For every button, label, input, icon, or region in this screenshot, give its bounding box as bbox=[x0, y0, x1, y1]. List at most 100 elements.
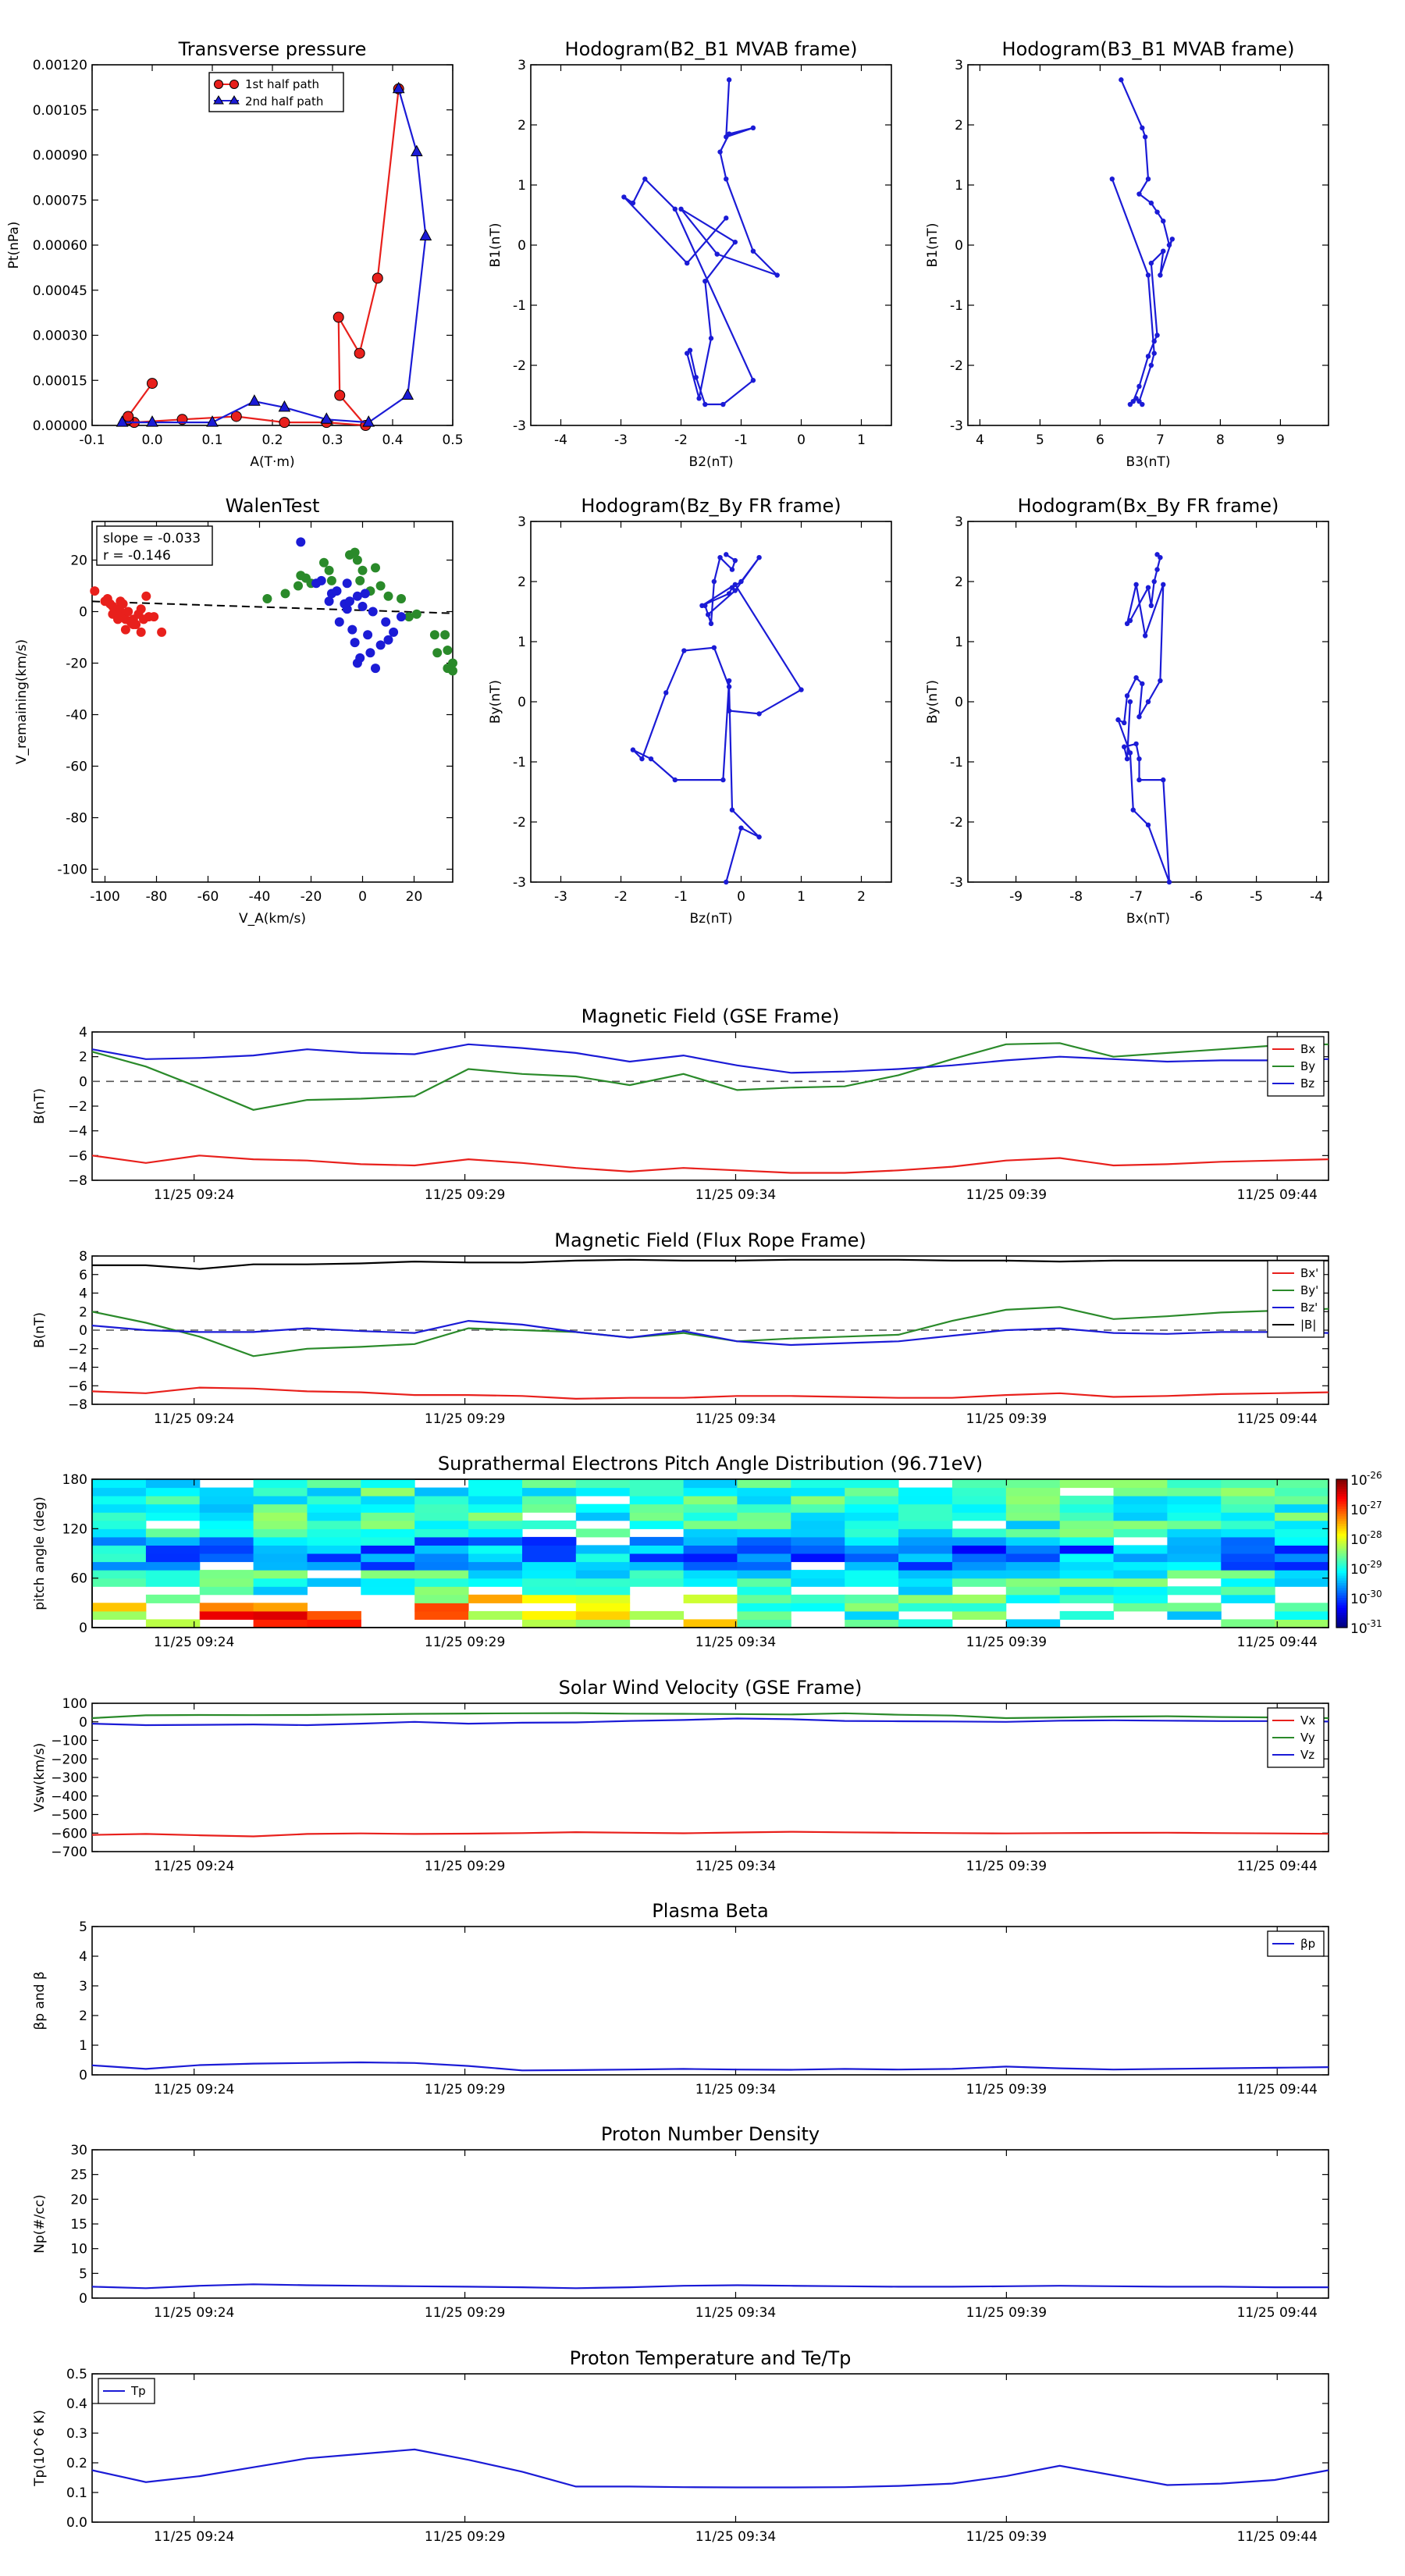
heatmap-cell bbox=[253, 1528, 308, 1538]
heatmap-cell bbox=[898, 1594, 953, 1603]
heatmap-cell bbox=[1275, 1570, 1329, 1579]
heatmap-cell bbox=[951, 1553, 1007, 1563]
annotation-r: r = -0.146 bbox=[103, 548, 171, 564]
scatter-point-green bbox=[280, 589, 290, 599]
y-tick-label: 0.00030 bbox=[33, 329, 87, 344]
heatmap-cell bbox=[92, 1520, 147, 1529]
y-axis-label: Vsw(km/s) bbox=[32, 1743, 48, 1813]
scatter-point-blue bbox=[357, 601, 368, 611]
heatmap-cell bbox=[414, 1594, 469, 1603]
scatter-point-blue bbox=[383, 635, 393, 645]
time-tick-label: 11/25 09:44 bbox=[1237, 2305, 1318, 2321]
scatter-point-green bbox=[262, 594, 272, 603]
y-tick-label: -2 bbox=[950, 815, 963, 831]
heatmap-cell bbox=[1275, 1479, 1329, 1489]
legend-label: |B| bbox=[1300, 1318, 1316, 1332]
y-tick-label: 2 bbox=[955, 575, 963, 590]
scatter-point-red bbox=[149, 612, 159, 622]
heatmap-cell bbox=[791, 1578, 845, 1587]
heatmap-cell bbox=[951, 1610, 1007, 1620]
y-tick-label: 2 bbox=[79, 1304, 87, 1320]
legend-label: Bz' bbox=[1300, 1300, 1318, 1315]
colorbar-tick-exponent: -31 bbox=[1367, 1618, 1382, 1629]
scatter-point-green bbox=[443, 646, 453, 655]
hodogram-point bbox=[714, 251, 720, 257]
annotation-box bbox=[96, 525, 213, 566]
heatmap-cell bbox=[1113, 1512, 1168, 1521]
heatmap-cell bbox=[951, 1487, 1007, 1496]
hodogram-line bbox=[1116, 553, 1171, 883]
hodogram-point bbox=[1148, 603, 1154, 608]
hodogram-point bbox=[750, 378, 756, 383]
y-tick-label: 0 bbox=[518, 695, 526, 710]
colorbar-step bbox=[1336, 1506, 1347, 1510]
y-tick-label: -3 bbox=[950, 875, 963, 891]
time-tick-label: 11/25 09:24 bbox=[154, 1635, 234, 1650]
heatmap-cell bbox=[199, 1586, 254, 1596]
heatmap-cell bbox=[253, 1503, 308, 1513]
scatter-point-green bbox=[352, 555, 362, 565]
hodogram-point bbox=[1140, 125, 1145, 131]
hodogram-point bbox=[726, 708, 732, 713]
heatmap-cell bbox=[737, 1512, 791, 1521]
hodogram-point bbox=[750, 248, 756, 254]
colorbar-step bbox=[1336, 1553, 1347, 1557]
heatmap-cell bbox=[145, 1487, 201, 1496]
heatmap-cell bbox=[145, 1570, 201, 1579]
hodogram-point bbox=[630, 747, 636, 753]
y-tick-label: −2 bbox=[68, 1099, 87, 1115]
colorbar-step bbox=[1336, 1518, 1347, 1522]
x-tick-label: -1 bbox=[674, 889, 688, 905]
panel-vsw: Solar Wind Velocity (GSE Frame) −700 −600 −… bbox=[32, 1677, 1329, 1874]
scatter-point-green bbox=[293, 581, 303, 591]
y-tick-label: 0 bbox=[518, 238, 526, 254]
y-axis-label: βp and β bbox=[32, 1971, 48, 2030]
panel-title: Solar Wind Velocity (GSE Frame) bbox=[559, 1677, 863, 1699]
heatmap-cell bbox=[468, 1503, 523, 1513]
heatmap-cell bbox=[898, 1520, 953, 1529]
heatmap-cell bbox=[575, 1603, 631, 1612]
heatmap-cell bbox=[199, 1503, 254, 1513]
heatmap-cell bbox=[1059, 1594, 1115, 1603]
heatmap-cell bbox=[898, 1545, 953, 1554]
hodogram-point bbox=[1145, 176, 1151, 182]
x-tick-label: -2 bbox=[614, 889, 628, 905]
scatter-point-blue bbox=[345, 596, 354, 607]
hodogram-point bbox=[726, 684, 732, 689]
colorbar-step bbox=[1336, 1600, 1347, 1603]
series-line-Bx' bbox=[91, 1386, 1329, 1400]
heatmap-cell bbox=[414, 1487, 469, 1496]
x-tick-label: 8 bbox=[1216, 432, 1225, 448]
hodogram-point bbox=[726, 77, 732, 83]
hodogram-point bbox=[1148, 260, 1154, 266]
heatmap-cell bbox=[92, 1553, 147, 1563]
panel-pad: Suprathermal Electrons Pitch Angle Distr… bbox=[32, 1453, 1382, 1650]
x-tick-label: -100 bbox=[90, 889, 120, 905]
y-tick-label: 2 bbox=[79, 2008, 87, 2024]
scatter-point-green bbox=[324, 565, 334, 575]
heatmap-cell bbox=[307, 1503, 361, 1513]
heatmap-cell bbox=[1275, 1487, 1329, 1496]
scatter-point-blue bbox=[365, 648, 375, 658]
heatmap-cell bbox=[1059, 1512, 1115, 1521]
heatmap-cell bbox=[1059, 1561, 1115, 1571]
heatmap-cell bbox=[898, 1570, 953, 1579]
series-line-By' bbox=[91, 1306, 1329, 1357]
data-point-circle bbox=[354, 347, 365, 359]
heatmap-cell bbox=[898, 1496, 953, 1505]
hodogram-point bbox=[621, 194, 627, 200]
heatmap-cell bbox=[791, 1512, 845, 1521]
legend-label: Vz bbox=[1300, 1748, 1314, 1762]
colorbar-step bbox=[1336, 1494, 1347, 1497]
heatmap-cell bbox=[307, 1610, 361, 1620]
x-axis-label: B2(nT) bbox=[689, 454, 734, 470]
hodogram-point bbox=[1158, 555, 1163, 560]
x-tick-label: -3 bbox=[614, 432, 628, 448]
heatmap-cell bbox=[1113, 1553, 1168, 1563]
heatmap-cell bbox=[1275, 1528, 1329, 1538]
heatmap-cell bbox=[737, 1553, 791, 1563]
heatmap-cell bbox=[199, 1570, 254, 1579]
heatmap-cell bbox=[468, 1578, 523, 1587]
heatmap-cell bbox=[253, 1479, 308, 1489]
